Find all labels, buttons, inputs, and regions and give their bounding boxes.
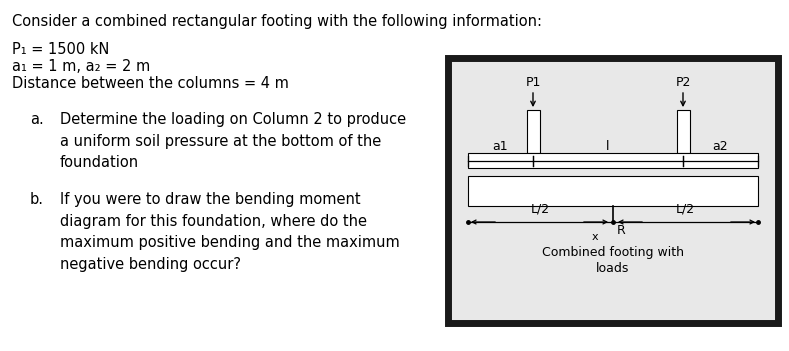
Bar	[468, 153, 758, 168]
Text: a1: a1	[492, 140, 508, 153]
Text: a.: a.	[30, 112, 43, 127]
Text: a₁ = 1 m, a₂ = 2 m: a₁ = 1 m, a₂ = 2 m	[12, 59, 150, 74]
Text: P2: P2	[675, 76, 690, 89]
Text: L/2: L/2	[531, 202, 550, 215]
Text: Consider a combined rectangular footing with the following information:: Consider a combined rectangular footing …	[12, 14, 542, 29]
Bar	[448, 58, 778, 323]
Text: a2: a2	[712, 140, 728, 153]
Bar	[527, 110, 540, 153]
Bar	[677, 110, 690, 153]
Text: Combined footing with: Combined footing with	[542, 246, 684, 259]
Text: L/2: L/2	[676, 202, 695, 215]
Bar	[468, 176, 758, 206]
Text: If you were to draw the bending moment
diagram for this foundation, where do the: If you were to draw the bending moment d…	[60, 192, 400, 272]
Text: Distance between the columns = 4 m: Distance between the columns = 4 m	[12, 76, 289, 91]
Text: P1: P1	[525, 76, 540, 89]
Text: Determine the loading on Column 2 to produce
a uniform soil pressure at the bott: Determine the loading on Column 2 to pro…	[60, 112, 406, 170]
Text: b.: b.	[30, 192, 44, 207]
Text: R: R	[617, 224, 626, 237]
Text: P₁ = 1500 kN: P₁ = 1500 kN	[12, 42, 110, 57]
Text: l: l	[606, 140, 610, 153]
Text: x: x	[592, 232, 598, 242]
Text: loads: loads	[596, 262, 630, 275]
